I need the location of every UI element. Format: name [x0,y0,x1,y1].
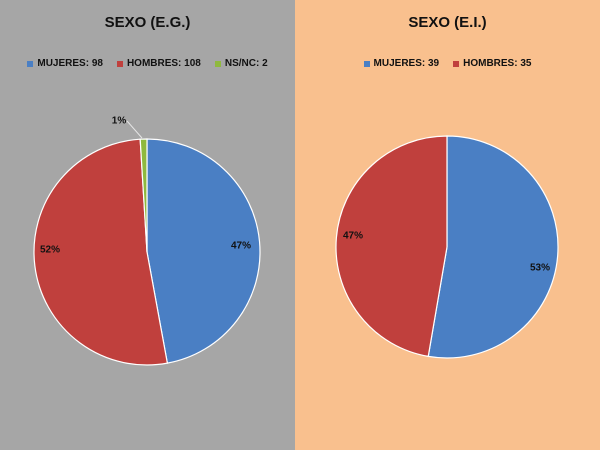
legend-item-mujeres: MUJERES: 39 [363,58,440,69]
chart-legend: MUJERES: 39 HOMBRES: 35 [295,58,600,69]
pie-slice [139,138,148,253]
chart-panel-left: SEXO (E.G.) MUJERES: 98 HOMBRES: 108 NS/… [0,0,295,450]
legend-item-hombres: HOMBRES: 35 [453,58,531,69]
data-label: 47% [343,231,363,242]
pie-slice [146,138,261,364]
pie-slice [427,135,559,359]
legend-item-nsnc: NS/NC: 2 [214,58,268,69]
legend-item-mujeres: MUJERES: 98 [27,58,103,69]
chart-legend: MUJERES: 98 HOMBRES: 108 NS/NC: 2 [0,58,295,69]
legend-label: MUJERES: 98 [37,58,103,69]
legend-swatch [363,60,370,67]
data-label: 53% [530,263,550,274]
legend-swatch [214,60,221,67]
legend-swatch [116,60,123,67]
legend-label: HOMBRES: 35 [463,58,532,69]
label-leader-line [126,120,143,139]
data-label: 52% [40,245,60,256]
data-label: 1% [112,116,127,127]
chart-title: SEXO (E.G.) [104,14,191,31]
chart-title: SEXO (E.I.) [408,14,487,31]
data-label: 47% [231,241,251,252]
legend-label: MUJERES: 39 [373,58,440,69]
pie-slice [335,135,448,358]
legend-label: HOMBRES: 108 [126,58,201,69]
pie-slice [33,138,169,366]
chart-panel-right: SEXO (E.I.) MUJERES: 39 HOMBRES: 35 53% 4… [295,0,600,450]
legend-swatch [453,60,460,67]
legend-item-hombres: HOMBRES: 108 [116,58,201,69]
legend-swatch [27,60,34,67]
pie-chart: 53% 47% [335,135,559,359]
legend-label: NS/NC: 2 [224,58,268,69]
pie-chart: 47% 52% 1% [33,116,261,366]
